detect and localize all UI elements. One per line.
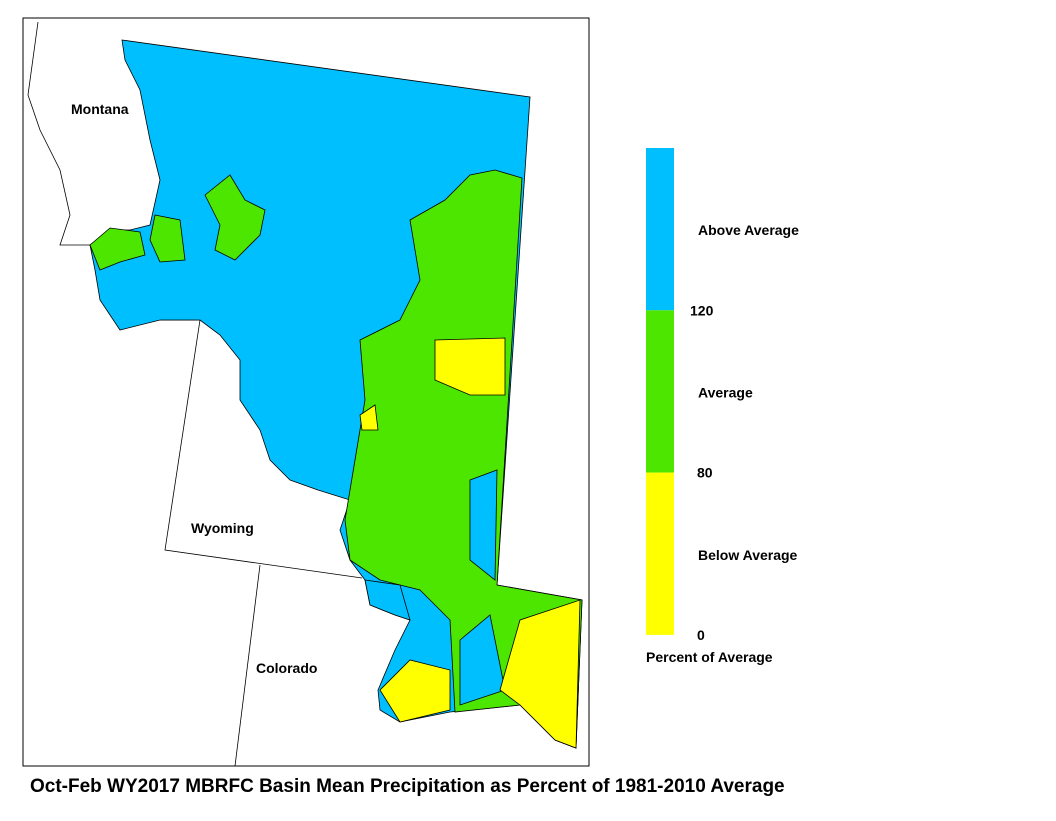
basin-area	[469, 469, 498, 581]
basin-area	[344, 169, 583, 749]
basin-area	[499, 599, 581, 749]
basin-area	[149, 214, 186, 263]
basin-area	[89, 227, 146, 271]
state-boundary	[27, 21, 363, 767]
legend-label: Above Average	[698, 222, 799, 238]
legend-label: Average	[698, 384, 753, 400]
state-label: Montana	[71, 101, 129, 117]
legend-break: 120	[690, 302, 714, 318]
legend-swatch	[646, 310, 674, 473]
basin-area	[204, 174, 266, 261]
legend-title: Percent of Average	[646, 649, 773, 665]
map-title: Oct-Feb WY2017 MBRFC Basin Mean Precipit…	[30, 776, 785, 797]
legend: Above Average Average Below Average 120 80 0	[646, 148, 799, 643]
legend-break: 0	[697, 627, 705, 643]
state-label: Colorado	[256, 660, 317, 676]
basin-area	[379, 659, 451, 723]
legend-swatch	[646, 148, 674, 311]
legend-label: Below Average	[698, 547, 798, 563]
legend-swatch	[646, 472, 674, 635]
basin-area	[434, 337, 506, 396]
basin-area	[359, 404, 379, 431]
legend-break: 80	[697, 465, 713, 481]
basin-area	[364, 579, 411, 621]
state-label: Wyoming	[191, 520, 254, 536]
